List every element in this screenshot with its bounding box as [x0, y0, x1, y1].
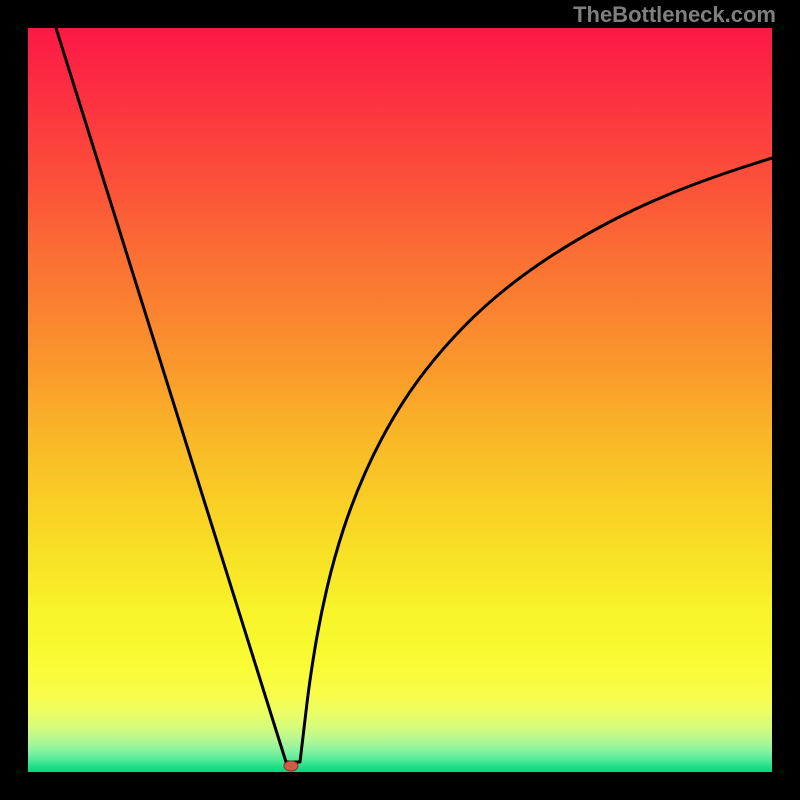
- watermark-text: TheBottleneck.com: [573, 2, 776, 28]
- chart-background: [28, 28, 772, 772]
- plot-area: [28, 28, 772, 772]
- minimum-marker: [284, 761, 298, 771]
- chart-stage: TheBottleneck.com: [0, 0, 800, 800]
- chart-svg: [28, 28, 772, 772]
